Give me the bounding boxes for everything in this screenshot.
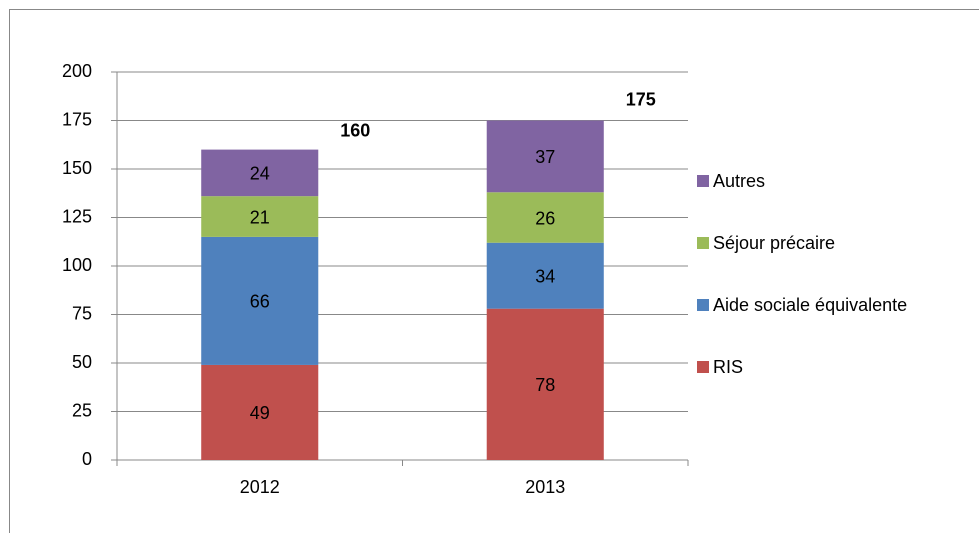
x-tick-label: 2012: [240, 477, 280, 497]
total-label: 175: [626, 89, 656, 109]
bar-segment: [201, 196, 319, 237]
data-label: 34: [535, 266, 555, 286]
bar-segment: [486, 192, 604, 243]
y-tick-label: 175: [62, 109, 92, 129]
y-tick-label: 25: [72, 400, 92, 420]
legend-label: Autres: [713, 171, 765, 191]
data-label: 21: [250, 207, 270, 227]
y-tick-label: 150: [62, 158, 92, 178]
chart-frame: [9, 9, 979, 533]
bar-segment: [486, 308, 604, 460]
bar-segment: [486, 120, 604, 193]
legend-label: Aide sociale équivalente: [713, 295, 907, 315]
bar-segment: [486, 242, 604, 309]
legend-label: Séjour précaire: [713, 233, 835, 253]
data-label: 49: [250, 403, 270, 423]
bar-segment: [201, 149, 319, 197]
x-tick-label: 2013: [525, 477, 565, 497]
y-tick-label: 125: [62, 206, 92, 226]
legend-swatch: [697, 299, 709, 311]
bar-segment: [201, 236, 319, 365]
data-label: 24: [250, 164, 270, 184]
y-tick-label: 75: [72, 303, 92, 323]
legend-swatch: [697, 175, 709, 187]
data-label: 66: [250, 292, 270, 312]
y-tick-label: 100: [62, 255, 92, 275]
total-label: 160: [340, 120, 370, 140]
bar-segment: [201, 364, 319, 460]
legend-swatch: [697, 237, 709, 249]
y-tick-label: 0: [82, 449, 92, 469]
legend-label: RIS: [713, 357, 743, 377]
data-label: 37: [535, 147, 555, 167]
y-tick-label: 50: [72, 352, 92, 372]
data-label: 26: [535, 208, 555, 228]
legend-swatch: [697, 361, 709, 373]
y-tick-label: 200: [62, 61, 92, 81]
data-label: 78: [535, 375, 555, 395]
